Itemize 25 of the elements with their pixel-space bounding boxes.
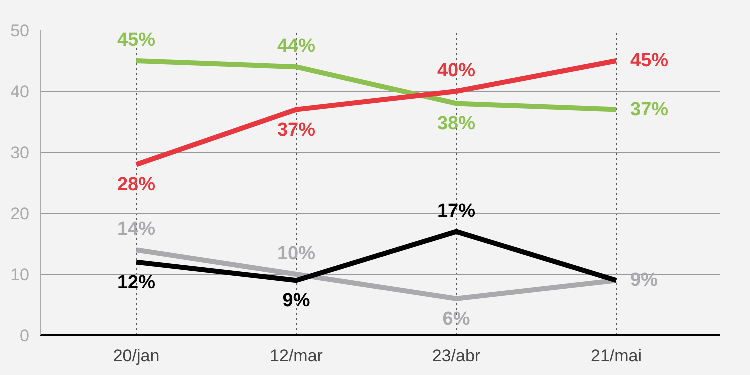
x-tick-label: 23/abr <box>432 346 481 366</box>
data-label: 44% <box>277 36 316 58</box>
x-tick-label: 12/mar <box>270 346 324 366</box>
y-tick-label: 30 <box>10 144 30 162</box>
data-label: 14% <box>117 219 156 240</box>
data-label: 9% <box>282 290 310 312</box>
data-label: 6% <box>442 308 470 330</box>
data-label: 40% <box>437 60 476 82</box>
data-label: 17% <box>437 200 476 222</box>
data-label: 37% <box>630 99 669 120</box>
y-tick-label: 40 <box>10 82 30 102</box>
x-tick-label: 21/mai <box>590 346 642 366</box>
y-tick-label: 0 <box>20 326 30 346</box>
y-tick-label: 10 <box>10 266 30 284</box>
data-label: 45% <box>630 50 669 72</box>
data-label: 28% <box>117 174 156 196</box>
y-tick-label: 20 <box>10 204 30 224</box>
data-label: 38% <box>437 114 476 135</box>
x-tick-label: 20/jan <box>113 346 160 366</box>
y-tick-label: 50 <box>10 22 30 40</box>
data-label: 45% <box>117 30 156 51</box>
data-label: 9% <box>630 270 658 292</box>
data-label: 10% <box>277 244 316 264</box>
data-label: 37% <box>277 120 316 141</box>
data-label: 12% <box>117 272 156 294</box>
